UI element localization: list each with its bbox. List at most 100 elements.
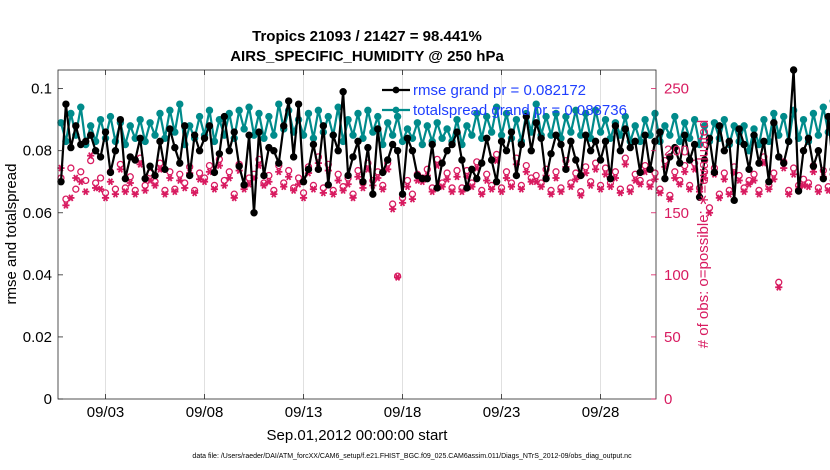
obs-evaluated-point — [681, 168, 689, 176]
totalspread-point — [567, 128, 575, 136]
star-stroke — [147, 176, 153, 185]
star-stroke — [360, 184, 366, 192]
star-stroke — [548, 190, 554, 198]
obs-evaluated-point — [507, 183, 516, 191]
obs-possible-point — [299, 189, 308, 197]
star-stroke — [647, 183, 653, 191]
totalspread-point — [205, 106, 214, 115]
rmse-point — [408, 146, 417, 155]
star-stroke — [429, 188, 435, 196]
obs-evaluated-point — [161, 190, 169, 198]
obs-possible-point — [294, 174, 303, 182]
rmse-point — [497, 137, 506, 146]
rmse-point — [369, 190, 377, 198]
totalspread-point — [532, 100, 540, 108]
star-stroke — [271, 190, 277, 198]
obs-evaluated-point — [478, 190, 486, 198]
totalspread-point — [418, 140, 427, 149]
obs-evaluated-point — [299, 194, 308, 202]
rmse-point — [715, 122, 724, 130]
star-stroke — [261, 181, 267, 190]
x-tick-label: 09/18 — [384, 404, 422, 421]
rmse-point — [374, 125, 382, 133]
rmse-point — [740, 140, 748, 149]
star-stroke — [523, 168, 529, 176]
totalspread-point — [661, 122, 669, 130]
totalspread-point — [502, 109, 511, 118]
star-stroke — [97, 185, 104, 193]
legend-swatch-marker — [392, 106, 400, 114]
obs-evaluated-point — [101, 194, 110, 202]
totalspread-point — [245, 103, 253, 111]
star-stroke — [395, 273, 401, 281]
star-stroke — [637, 180, 643, 188]
star-stroke — [508, 183, 515, 191]
obs-evaluated-point — [344, 180, 352, 188]
star-stroke — [107, 178, 114, 186]
y2-tick-label: 50 — [664, 329, 681, 346]
rmse-point — [181, 122, 189, 130]
star-stroke — [597, 185, 604, 193]
obs-evaluated-point — [354, 173, 362, 181]
star-stroke — [404, 183, 411, 191]
star-stroke — [810, 168, 816, 176]
obs-evaluated-point — [195, 175, 204, 183]
plot-frame — [57, 69, 657, 400]
obs-evaluated-point — [131, 190, 139, 198]
star-stroke — [721, 175, 727, 183]
rmse-point — [334, 146, 342, 155]
obs-possible-point — [532, 171, 540, 180]
obs-possible-point — [789, 164, 798, 172]
obs-evaluated-point — [537, 183, 545, 191]
rmse-point — [799, 146, 808, 155]
star-stroke — [399, 199, 406, 207]
chart-title: Tropics 21093 / 21427 = 98.441% — [252, 28, 482, 45]
star-stroke — [385, 165, 391, 173]
rmse-point — [507, 128, 516, 136]
rmse-point — [121, 174, 130, 183]
obs-evaluated-point — [686, 185, 694, 193]
obs-evaluated-point — [62, 201, 70, 209]
rmse-point — [388, 140, 397, 149]
star-stroke — [761, 159, 767, 167]
y-tick-label: 0.08 — [23, 143, 52, 160]
rmse-point — [789, 66, 798, 74]
obs-possible-point — [111, 185, 120, 193]
obs-evaluated-point — [82, 188, 90, 196]
rmse-point — [393, 146, 402, 155]
totalspread-point — [463, 122, 471, 130]
obs-possible-point — [705, 204, 714, 212]
obs-evaluated-point — [740, 188, 748, 196]
rmse-point — [626, 143, 634, 152]
star-stroke — [622, 160, 628, 168]
obs-possible-point — [388, 200, 397, 208]
rmse-point — [616, 146, 625, 155]
star-stroke — [73, 174, 79, 182]
obs-evaluated-point — [656, 189, 664, 197]
totalspread-point — [700, 122, 709, 130]
obs-evaluated-point — [572, 175, 580, 183]
y-tick-label: 0.02 — [23, 329, 52, 346]
rmse-point — [106, 168, 115, 177]
rmse-point — [62, 100, 70, 108]
obs-evaluated-point — [116, 165, 124, 173]
obs-evaluated-point — [497, 188, 506, 196]
rmse-point — [522, 112, 531, 121]
totalspread-point — [433, 119, 441, 127]
y2-tick-label: 200 — [664, 143, 689, 160]
obs-possible-point — [720, 169, 728, 177]
rmse-point — [319, 122, 328, 130]
rmse-point — [294, 100, 303, 108]
rmse-point — [735, 125, 743, 133]
obs-evaluated-point — [260, 181, 268, 190]
star-stroke — [246, 180, 252, 188]
obs-possible-point — [552, 168, 560, 176]
rmse-point — [131, 156, 139, 164]
rmse-point — [745, 165, 753, 174]
rmse-point — [641, 131, 649, 139]
obs-possible-point — [522, 161, 530, 170]
rmse-point — [304, 165, 313, 174]
star-stroke — [538, 183, 544, 191]
totalspread-point — [487, 128, 496, 136]
star-stroke — [642, 168, 648, 176]
